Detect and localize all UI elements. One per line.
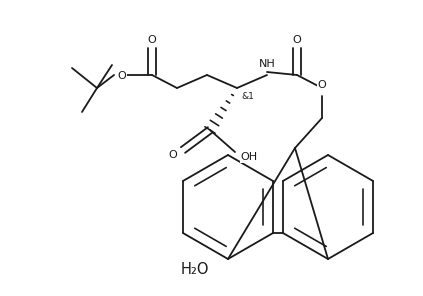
Text: H₂O: H₂O bbox=[181, 263, 209, 278]
Text: O: O bbox=[148, 35, 157, 45]
Text: OH: OH bbox=[240, 152, 258, 162]
Text: NH: NH bbox=[258, 59, 275, 69]
Text: O: O bbox=[318, 80, 327, 90]
Text: O: O bbox=[293, 35, 301, 45]
Text: &1: &1 bbox=[241, 92, 254, 101]
Text: O: O bbox=[169, 150, 177, 160]
Text: O: O bbox=[118, 71, 126, 81]
